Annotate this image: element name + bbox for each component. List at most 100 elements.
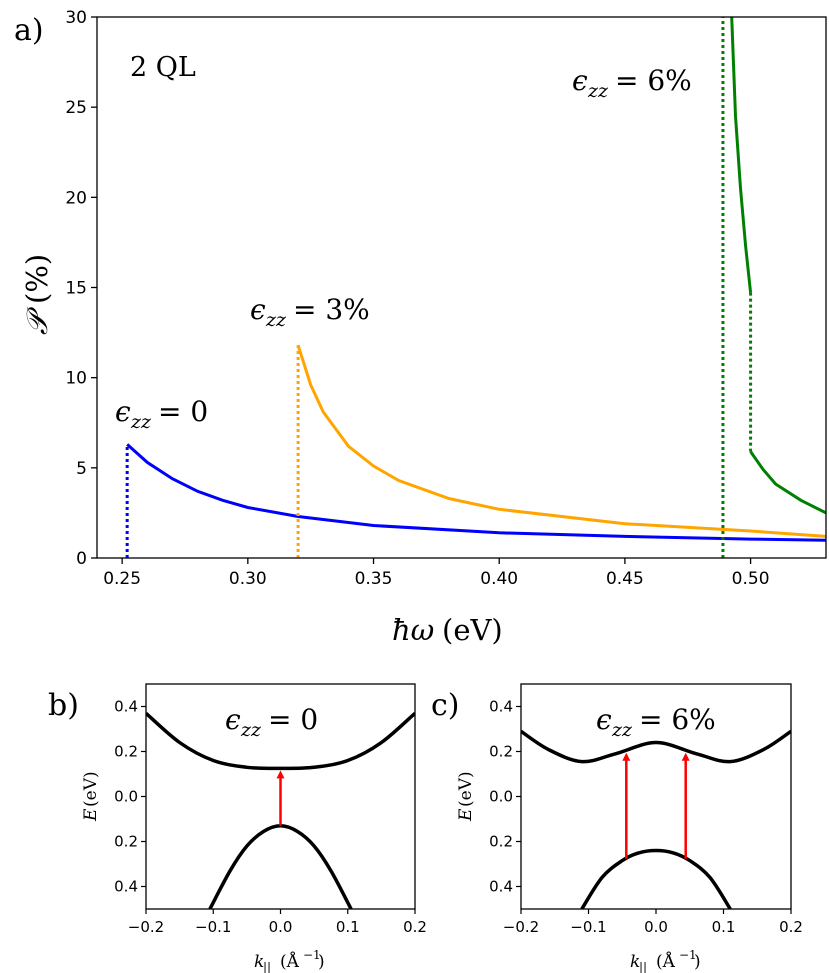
svg-text:(Å: (Å bbox=[280, 951, 300, 972]
panel-a-ylabel: 𝒫 (%) bbox=[20, 254, 54, 335]
panel-b-xlabel: k || (Å −1 ) bbox=[254, 948, 325, 973]
y-tick-label: 0.0 bbox=[489, 788, 513, 806]
band-curves bbox=[521, 729, 791, 909]
svg-text:(%): (%) bbox=[20, 254, 54, 304]
y-tick-label: 0.2 bbox=[114, 743, 138, 761]
curve-ezz-6-upper bbox=[730, 16, 753, 294]
svg-text:zz: zz bbox=[611, 719, 633, 741]
svg-text:−1: −1 bbox=[679, 948, 697, 962]
y-tick-label: 0.2 bbox=[489, 743, 513, 761]
panel-a-y-ticks: 0 5 10 15 20 25 30 bbox=[65, 8, 97, 569]
x-tick-label: −0.2 bbox=[128, 918, 164, 936]
label-ezz-6: ϵ zz = 6% bbox=[572, 64, 692, 102]
svg-text:zz: zz bbox=[265, 309, 287, 331]
y-tick-label: 0.4 bbox=[114, 698, 138, 716]
svg-text:= 6%: = 6% bbox=[615, 64, 692, 97]
valence-band bbox=[208, 824, 353, 909]
svg-text:||: || bbox=[263, 960, 271, 973]
x-tick-label: 0.2 bbox=[779, 918, 803, 936]
svg-text:𝒫: 𝒫 bbox=[20, 306, 54, 335]
curve-ezz-6-lower bbox=[749, 450, 827, 515]
panel-c-y-ticks: 0.4 0.2 0.0 0.2 0.4 bbox=[489, 698, 521, 896]
x-tick-label: −0.1 bbox=[195, 918, 231, 936]
panel-b-title: ϵ zz = 0 bbox=[225, 703, 318, 741]
svg-text:= 0: = 0 bbox=[158, 395, 208, 428]
svg-text:−1: −1 bbox=[303, 948, 321, 962]
svg-text:(Å: (Å bbox=[656, 951, 676, 972]
y-tick-label: 5 bbox=[76, 459, 87, 479]
svg-text:k: k bbox=[254, 952, 264, 972]
svg-text:): ) bbox=[694, 952, 701, 972]
x-tick-label: 0.45 bbox=[606, 569, 644, 589]
svg-text:ϵ: ϵ bbox=[115, 395, 131, 428]
x-tick-label: 0.25 bbox=[103, 569, 141, 589]
y-tick-label: 20 bbox=[65, 188, 87, 208]
svg-text:ϵ: ϵ bbox=[225, 703, 241, 736]
band-curves bbox=[146, 711, 415, 909]
svg-text:zz: zz bbox=[130, 411, 152, 433]
x-tick-label: 0.40 bbox=[480, 569, 518, 589]
panel-a-x-ticks: 0.25 0.30 0.35 0.40 0.45 0.50 bbox=[103, 558, 770, 589]
x-tick-label: −0.2 bbox=[503, 918, 539, 936]
svg-text:(eV): (eV) bbox=[81, 771, 101, 807]
y-tick-label: 0.0 bbox=[114, 788, 138, 806]
x-tick-label: 0.0 bbox=[269, 918, 293, 936]
valence-band bbox=[580, 848, 732, 909]
x-tick-label: 0.1 bbox=[712, 918, 736, 936]
svg-text:ħω: ħω bbox=[392, 613, 434, 647]
svg-text:k: k bbox=[630, 952, 640, 972]
label-ezz-0: ϵ zz = 0 bbox=[115, 395, 208, 433]
curve-ezz-3 bbox=[296, 344, 827, 538]
x-tick-label: 0.35 bbox=[355, 569, 393, 589]
panel-a-label: a) bbox=[14, 13, 44, 48]
x-tick-label: 0.1 bbox=[336, 918, 360, 936]
svg-text:): ) bbox=[318, 952, 325, 972]
panel-c-label: c) bbox=[431, 688, 460, 723]
panel-c-x-ticks: −0.2 −0.1 0.0 0.1 0.2 bbox=[503, 909, 803, 936]
y-tick-label: 15 bbox=[65, 279, 87, 299]
y-tick-label: 10 bbox=[65, 369, 87, 389]
svg-text:zz: zz bbox=[587, 80, 609, 102]
panel-c-xlabel: k || (Å −1 ) bbox=[630, 948, 701, 973]
y-tick-label: 25 bbox=[65, 98, 87, 118]
x-tick-label: 0.2 bbox=[403, 918, 427, 936]
svg-text:= 3%: = 3% bbox=[293, 293, 370, 326]
svg-text:||: || bbox=[639, 960, 647, 973]
panel-a-annotation: 2 QL bbox=[130, 52, 196, 83]
panel-c-content bbox=[521, 729, 791, 909]
y-tick-label: 0.4 bbox=[489, 698, 513, 716]
svg-text:ϵ: ϵ bbox=[572, 64, 588, 97]
y-tick-label: 0.4 bbox=[114, 878, 138, 896]
panel-b-y-ticks: 0.4 0.2 0.0 0.2 0.4 bbox=[114, 698, 146, 896]
svg-text:ϵ: ϵ bbox=[250, 293, 266, 326]
y-tick-label: 30 bbox=[65, 8, 87, 28]
panel-a-frame bbox=[96, 16, 827, 559]
svg-text:E: E bbox=[81, 808, 101, 822]
svg-text:= 0: = 0 bbox=[268, 703, 318, 736]
x-tick-label: 0.30 bbox=[229, 569, 267, 589]
panel-b-x-ticks: −0.2 −0.1 0.0 0.1 0.2 bbox=[128, 909, 427, 936]
panel-b-label: b) bbox=[48, 688, 79, 723]
svg-text:(eV): (eV) bbox=[456, 771, 476, 807]
y-tick-label: 0.4 bbox=[489, 878, 513, 896]
panel-a-xlabel: ħω (eV) bbox=[392, 613, 503, 647]
x-tick-label: 0.0 bbox=[644, 918, 668, 936]
svg-text:E: E bbox=[456, 808, 476, 822]
panel-a-series bbox=[125, 16, 827, 558]
panel-b-content bbox=[146, 711, 415, 909]
x-tick-label: −0.1 bbox=[570, 918, 606, 936]
y-tick-label: 0.2 bbox=[114, 833, 138, 851]
svg-text:(eV): (eV) bbox=[442, 613, 503, 647]
y-tick-label: 0.2 bbox=[489, 833, 513, 851]
panel-b-ylabel: E (eV) bbox=[81, 771, 101, 822]
svg-text:zz: zz bbox=[240, 719, 262, 741]
svg-text:ϵ: ϵ bbox=[596, 703, 612, 736]
panel-c-ylabel: E (eV) bbox=[456, 771, 476, 822]
panel-c-title: ϵ zz = 6% bbox=[596, 703, 716, 741]
x-tick-label: 0.50 bbox=[732, 569, 770, 589]
curve-ezz-0 bbox=[126, 443, 827, 542]
conduction-band bbox=[521, 729, 791, 764]
y-tick-label: 0 bbox=[76, 549, 87, 569]
label-ezz-3: ϵ zz = 3% bbox=[250, 293, 370, 331]
